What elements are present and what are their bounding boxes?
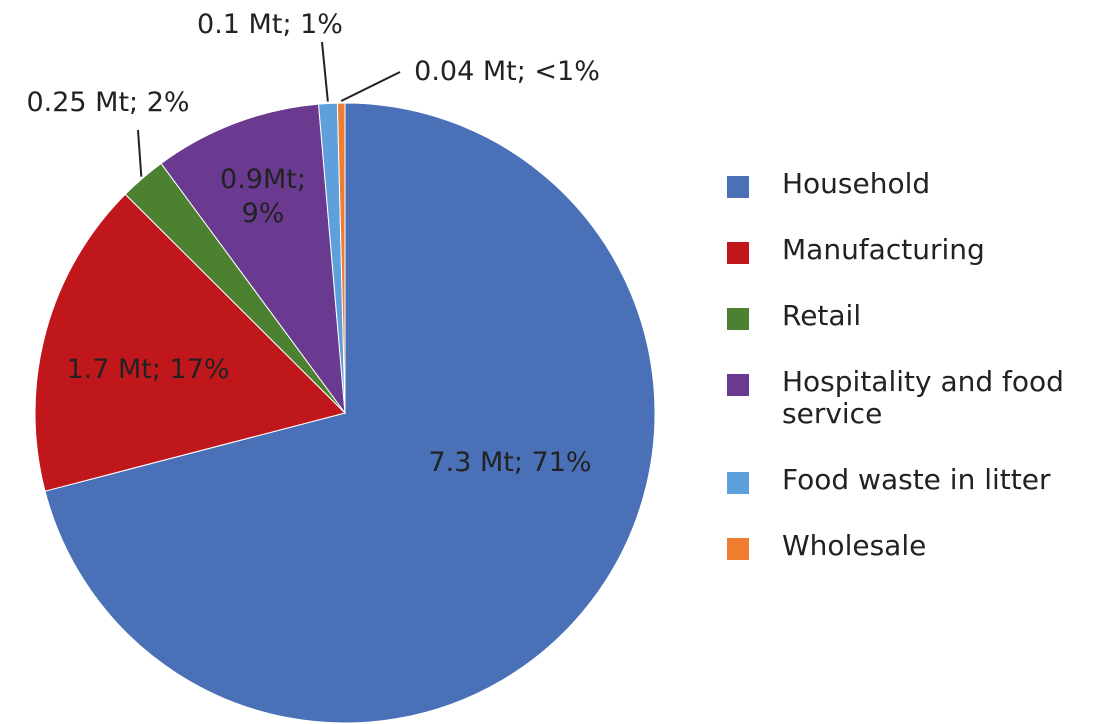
pie-slice bbox=[336, 102, 346, 414]
legend-label: Retail bbox=[782, 299, 862, 332]
legend-label: Manufacturing bbox=[782, 233, 985, 266]
pie-slice bbox=[44, 102, 656, 724]
legend-label: Hospitality and food service bbox=[782, 365, 1064, 430]
leader-line bbox=[340, 71, 401, 102]
legend-label: Wholesale bbox=[782, 529, 927, 562]
data-label: 0.1 Mt; 1% bbox=[197, 9, 343, 40]
legend-swatch bbox=[727, 472, 749, 494]
data-label: 0.9Mt; 9% bbox=[220, 164, 306, 229]
legend: Household Manufacturing Retail Hospitality … bbox=[724, 168, 1118, 596]
legend-label: Food waste in litter bbox=[782, 463, 1051, 496]
legend-swatch bbox=[727, 308, 749, 330]
data-label: 0.04 Mt; <1% bbox=[414, 56, 600, 87]
pie-slice bbox=[160, 103, 346, 415]
legend-item: Food waste in litter bbox=[724, 464, 1118, 496]
legend-item: Manufacturing bbox=[724, 234, 1118, 266]
chart bbox=[34, 41, 656, 724]
legend-item: Hospitality and food service bbox=[724, 366, 1118, 430]
legend-label: Household bbox=[782, 167, 931, 200]
data-label: 1.7 Mt; 17% bbox=[66, 354, 230, 385]
legend-item: Household bbox=[724, 168, 1118, 200]
legend-swatch bbox=[727, 538, 749, 560]
legend-swatch bbox=[727, 242, 749, 264]
pie-slice bbox=[34, 193, 346, 492]
leader-line bbox=[137, 129, 143, 177]
leader-line bbox=[321, 41, 329, 102]
data-label: 0.25 Mt; 2% bbox=[26, 87, 190, 118]
legend-swatch bbox=[727, 176, 749, 198]
legend-item: Wholesale bbox=[724, 530, 1118, 562]
legend-item: Retail bbox=[724, 300, 1118, 332]
data-label: 7.3 Mt; 71% bbox=[428, 447, 592, 478]
legend-swatch bbox=[727, 374, 749, 396]
